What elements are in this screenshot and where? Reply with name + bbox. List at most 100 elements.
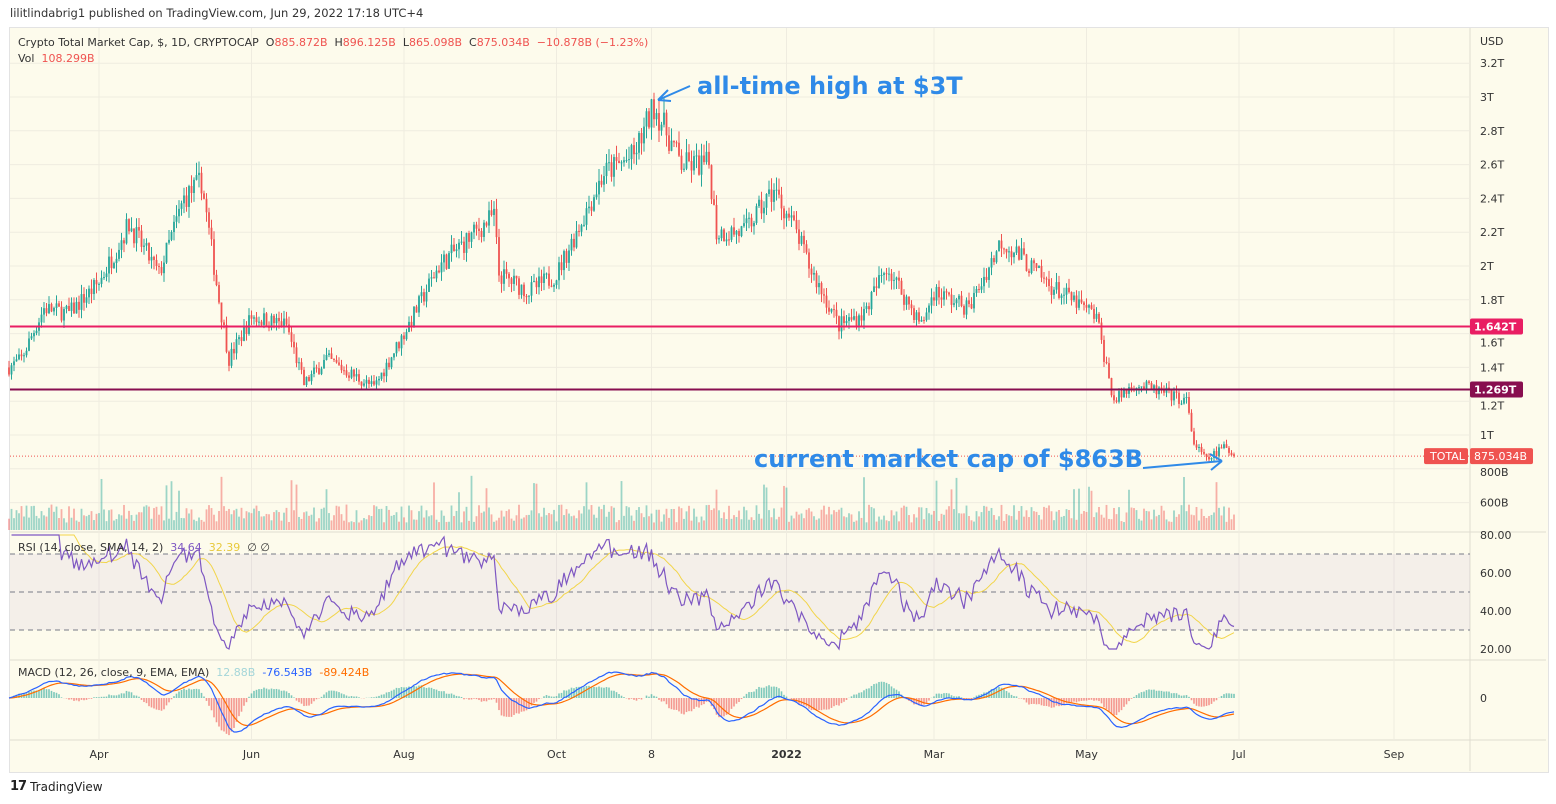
macd-histogram-bar	[55, 692, 58, 698]
volume-bar	[178, 490, 180, 530]
y-tick-label: 600B	[1480, 497, 1509, 510]
macd-histogram-bar	[65, 698, 68, 699]
macd-histogram-bar	[128, 691, 130, 698]
candle-body	[660, 124, 663, 131]
volume-bar	[565, 509, 568, 530]
candle	[683, 163, 685, 173]
candle-body	[860, 315, 863, 321]
volume-bar	[158, 514, 160, 530]
candle-body	[238, 337, 240, 340]
candle-body	[613, 157, 615, 177]
volume-bar	[518, 504, 520, 530]
candle-body	[1053, 289, 1055, 295]
macd-histogram-bar	[460, 696, 463, 698]
candle	[895, 276, 898, 290]
candle-body	[550, 285, 553, 287]
volume-bar	[680, 508, 683, 530]
candle	[155, 254, 158, 271]
macd-histogram-bar	[1200, 698, 1203, 707]
volume-bar	[303, 512, 305, 530]
volume-bar	[1200, 508, 1203, 530]
macd-histogram-bar	[420, 685, 423, 698]
volume-bar	[1005, 514, 1008, 530]
macd-histogram-bar	[285, 691, 288, 698]
macd-histogram-bar	[1090, 698, 1093, 700]
candle-body	[23, 355, 25, 357]
volume-bar	[695, 516, 698, 530]
volume-bar	[775, 519, 778, 530]
candle	[173, 215, 175, 241]
candle	[580, 223, 583, 237]
candle-body	[1010, 251, 1013, 258]
annotations: all-time high at $3T current market cap …	[657, 72, 1223, 473]
volume-bar	[578, 510, 580, 530]
volume-bar	[1090, 490, 1093, 530]
candle	[93, 278, 95, 301]
candle	[505, 261, 508, 279]
candle	[725, 232, 728, 246]
candle	[428, 273, 430, 292]
candle	[1038, 265, 1040, 269]
candle	[453, 237, 455, 252]
macd-histogram-bar	[170, 698, 173, 700]
candle	[1045, 276, 1048, 287]
volume-bar	[800, 513, 803, 530]
macd-histogram-bar	[358, 697, 360, 698]
candle-body	[748, 217, 750, 219]
candle	[230, 342, 233, 369]
volume-bar	[73, 508, 75, 530]
candle-body	[830, 309, 833, 312]
macd-histogram-bar	[408, 686, 410, 698]
candle	[990, 251, 993, 276]
candle	[840, 308, 843, 339]
volume-bar	[835, 511, 838, 530]
volume-bar	[1113, 507, 1115, 530]
volume-bar	[675, 522, 678, 530]
volume-bar	[410, 510, 413, 530]
volume-bar	[888, 521, 890, 530]
volume-bar	[920, 507, 923, 530]
macd-histogram-bar	[1138, 693, 1140, 698]
candle	[708, 143, 710, 169]
macd-histogram-bar	[775, 686, 778, 698]
macd-histogram-bar	[448, 693, 450, 698]
candle	[310, 370, 313, 385]
volume-bar	[353, 522, 355, 530]
candle-body	[965, 300, 968, 315]
candle	[880, 268, 883, 283]
candle	[1095, 307, 1098, 322]
volume-bar	[1043, 506, 1045, 530]
candle	[98, 282, 100, 291]
candle-body	[968, 300, 970, 305]
volume-bar	[525, 515, 528, 530]
macd-histogram-bar	[1220, 695, 1223, 698]
candle	[103, 271, 105, 280]
chart-frame[interactable]	[9, 27, 1549, 773]
candle-body	[475, 224, 478, 229]
candle-body	[703, 155, 705, 163]
grid	[10, 28, 1546, 771]
candle-body	[15, 359, 18, 362]
candle	[10, 362, 13, 380]
volume-bar	[235, 508, 238, 530]
volume-bar	[165, 485, 168, 530]
macd-histogram-bar	[1068, 698, 1070, 703]
candle-body	[538, 276, 540, 288]
macd-histogram-bar	[1045, 698, 1048, 707]
candle	[933, 291, 935, 306]
macd-histogram-bar	[130, 692, 133, 698]
volume-bar	[40, 511, 43, 530]
volume-bar	[638, 507, 640, 530]
candle-body	[853, 316, 855, 320]
candle	[455, 243, 458, 258]
candle	[433, 271, 435, 279]
candle-body	[1183, 397, 1185, 404]
volume-legend: Vol 108.299B	[18, 52, 95, 65]
candle-body	[868, 306, 870, 310]
macd-histogram-bar	[1043, 698, 1045, 706]
macd-histogram-bar	[265, 688, 268, 698]
tradingview-logo[interactable]: 17 TradingView	[10, 779, 103, 794]
volume-bar	[755, 505, 758, 530]
last-price-label: 875.034B	[1474, 450, 1527, 463]
